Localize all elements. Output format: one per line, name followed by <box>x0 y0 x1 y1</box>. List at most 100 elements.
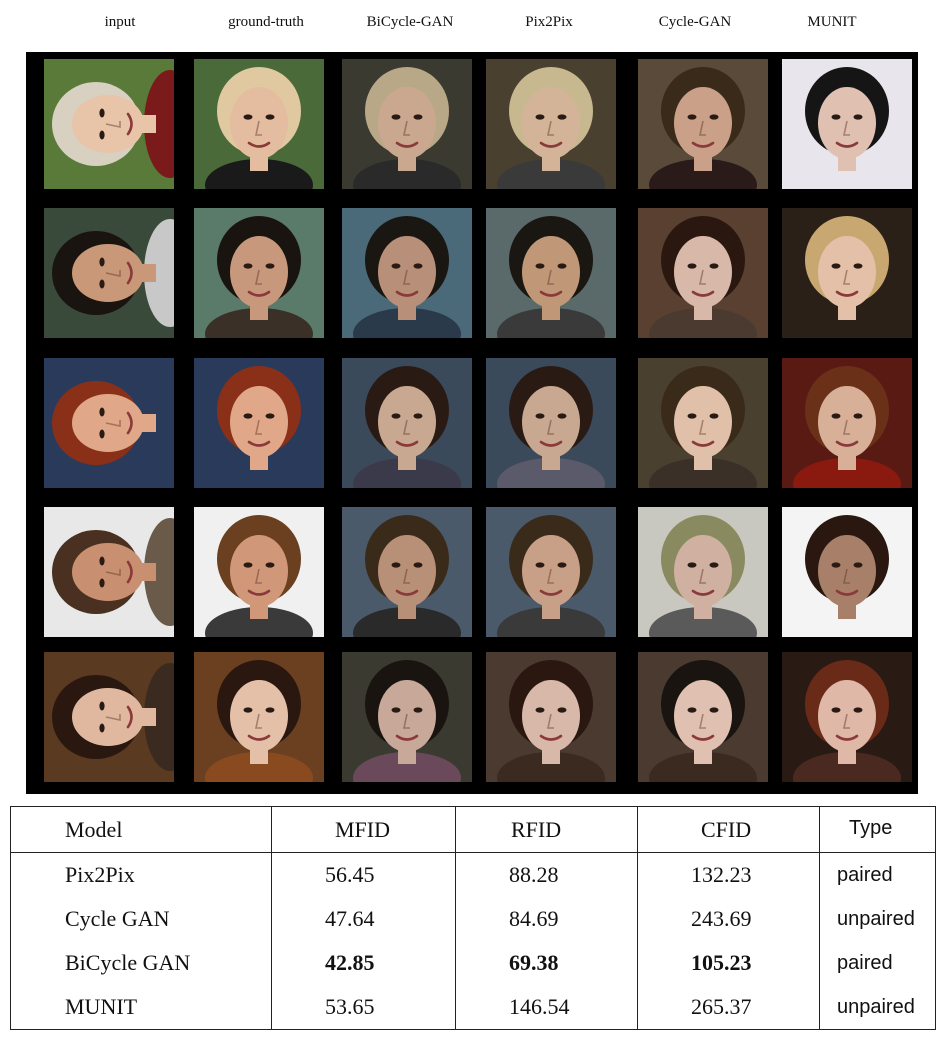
face-image <box>638 59 768 189</box>
face-image-input <box>44 507 174 637</box>
cell-type: unpaired <box>837 996 915 1018</box>
face-image-grid <box>26 52 918 794</box>
face-image-munit <box>782 59 912 189</box>
image-row <box>26 59 918 189</box>
cell-model: BiCycle GAN <box>65 950 191 975</box>
cell-type: paired <box>837 864 893 886</box>
table-divider <box>455 807 456 1029</box>
face-image <box>194 59 324 189</box>
face-image-cycle-gan <box>638 208 768 338</box>
face-image-ground-truth <box>194 358 324 488</box>
face-image <box>342 652 472 782</box>
cell-type: paired <box>837 952 893 974</box>
cell-model: Pix2Pix <box>65 862 135 887</box>
header-mfid: MFID <box>335 817 391 842</box>
face-image <box>342 208 472 338</box>
face-image <box>782 208 912 338</box>
image-row <box>26 652 918 782</box>
face-image-munit <box>782 208 912 338</box>
face-image-pix2pix <box>486 507 616 637</box>
face-image <box>638 358 768 488</box>
face-image <box>194 507 324 637</box>
cell-cfid: 265.37 <box>691 994 752 1019</box>
cell-model: MUNIT <box>65 994 138 1019</box>
face-image <box>194 652 324 782</box>
face-image-bicycle-gan <box>342 59 472 189</box>
face-image <box>44 358 174 488</box>
face-image-input <box>44 358 174 488</box>
cell-mfid: 42.85 <box>325 950 375 975</box>
face-image-munit <box>782 652 912 782</box>
header-cfid: CFID <box>701 817 752 842</box>
face-image <box>486 507 616 637</box>
column-label-ground-truth: ground-truth <box>228 14 304 30</box>
face-image-bicycle-gan <box>342 208 472 338</box>
cell-mfid: 53.65 <box>325 994 375 1019</box>
face-image <box>342 507 472 637</box>
face-image <box>486 59 616 189</box>
column-label-munit: MUNIT <box>807 14 857 30</box>
face-image-input <box>44 652 174 782</box>
face-image <box>486 208 616 338</box>
table-divider <box>819 807 820 1029</box>
table-divider <box>637 807 638 1029</box>
face-image-pix2pix <box>486 208 616 338</box>
cell-mfid: 56.45 <box>325 862 375 887</box>
face-image <box>782 652 912 782</box>
face-image-munit <box>782 507 912 637</box>
face-image-cycle-gan <box>638 358 768 488</box>
cell-cfid: 132.23 <box>691 862 752 887</box>
image-row <box>26 358 918 488</box>
face-image-ground-truth <box>194 59 324 189</box>
face-image-input <box>44 208 174 338</box>
cell-mfid: 47.64 <box>325 906 375 931</box>
face-image-munit <box>782 358 912 488</box>
column-label-bicycle-gan: BiCycle-GAN <box>366 14 454 30</box>
cell-rfid: 69.38 <box>509 950 559 975</box>
image-row <box>26 208 918 338</box>
face-image <box>782 358 912 488</box>
cell-cfid: 105.23 <box>691 950 752 975</box>
face-image-cycle-gan <box>638 59 768 189</box>
results-table: Model MFID RFID CFID Type Pix2Pix 56.45 … <box>10 806 936 1030</box>
face-image-cycle-gan <box>638 507 768 637</box>
face-image <box>342 358 472 488</box>
column-label-cycle-gan: Cycle-GAN <box>658 14 732 30</box>
face-image <box>44 59 174 189</box>
face-image-ground-truth <box>194 507 324 637</box>
header-rfid: RFID <box>511 817 562 842</box>
face-image-bicycle-gan <box>342 652 472 782</box>
face-image <box>486 652 616 782</box>
face-image-pix2pix <box>486 59 616 189</box>
face-image <box>782 59 912 189</box>
cell-rfid: 146.54 <box>509 994 570 1019</box>
column-label-input: input <box>104 14 136 30</box>
face-image-bicycle-gan <box>342 358 472 488</box>
column-labels: input ground-truth BiCycle-GAN Pix2Pix C… <box>0 14 946 38</box>
face-image <box>782 507 912 637</box>
table-divider <box>271 807 272 1029</box>
face-image-bicycle-gan <box>342 507 472 637</box>
face-image <box>44 652 174 782</box>
face-image-pix2pix <box>486 652 616 782</box>
face-image <box>486 358 616 488</box>
face-image <box>44 208 174 338</box>
cell-model: Cycle GAN <box>65 906 170 931</box>
face-image <box>638 507 768 637</box>
column-label-pix2pix: Pix2Pix <box>525 14 573 30</box>
cell-rfid: 84.69 <box>509 906 559 931</box>
cell-cfid: 243.69 <box>691 906 752 931</box>
table-header-divider <box>11 852 935 853</box>
face-image-ground-truth <box>194 208 324 338</box>
image-row <box>26 507 918 637</box>
face-image-input <box>44 59 174 189</box>
cell-rfid: 88.28 <box>509 862 559 887</box>
face-image <box>44 507 174 637</box>
face-image <box>342 59 472 189</box>
face-image <box>194 208 324 338</box>
face-image-ground-truth <box>194 652 324 782</box>
face-image <box>638 208 768 338</box>
header-model: Model <box>65 817 123 842</box>
face-image-cycle-gan <box>638 652 768 782</box>
face-image <box>194 358 324 488</box>
